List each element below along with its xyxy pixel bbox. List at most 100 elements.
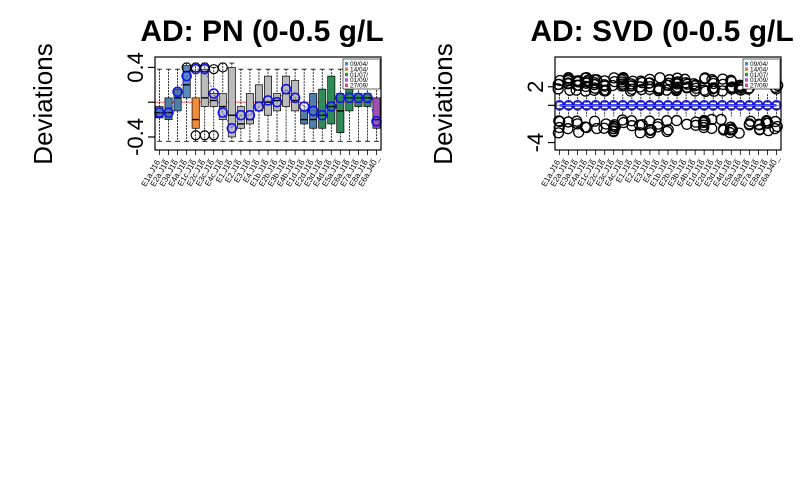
mean-trace [159,68,377,130]
box [318,88,327,129]
box [200,68,209,107]
outlier-point [607,125,620,137]
y-axis-label: Deviations [28,43,58,164]
outlier-point [635,75,647,87]
legend-swatch [345,62,348,66]
box [282,75,291,107]
panel-pn: AD: PN (0-0.5 g/L Deviations -0.40.4 E1a… [28,15,384,188]
outlier-point [670,114,683,127]
legend-entry: 01/07/ [350,72,368,79]
legend-swatch [345,67,348,71]
mean-point [289,92,301,104]
legend-swatch [745,67,748,71]
legend-swatch [745,72,748,77]
mean-point [316,109,328,121]
outlier-point [769,122,781,135]
legend-entry: 01/09/ [750,77,768,84]
outlier-point [715,113,727,126]
mean-point [271,96,283,108]
y-tick-label: -0.4 [123,118,148,156]
mean-point [298,101,310,112]
mean-point [325,101,337,112]
outlier-point [553,121,565,134]
legend-swatch [745,62,748,66]
outlier-point [670,84,683,96]
legend-swatch [345,78,348,82]
outlier-point [591,122,603,135]
box [327,75,336,125]
mean-point [208,88,220,99]
mean-point [307,105,319,117]
mean-point [280,83,292,95]
mean-point [362,92,373,104]
outlier-point [698,121,710,134]
panel-svd: AD: SVD (0-0.5 g/L Deviations -42 E1a.J1… [428,15,794,188]
legend-entry: 09/04/ [750,61,768,68]
outlier-point [762,124,774,137]
outlier-point [643,77,656,89]
mean-point [172,86,183,98]
outlier-point [769,115,782,128]
outlier-point [573,75,585,87]
y-axis-label: Deviations [428,43,458,164]
box [191,97,200,129]
outlier-point [688,78,700,90]
legend-entry: 01/07/ [750,72,768,79]
legend-entry: 09/04/ [350,61,368,68]
legend-entry: 01/09/ [350,77,368,84]
outlier-point [690,79,702,91]
box [372,97,381,129]
legend-entry: 27/09/ [750,83,768,90]
outlier-point [562,123,574,135]
outlier-point [661,125,673,138]
legend-entry: 14/04/ [350,66,368,73]
box [227,67,236,138]
outlier-point [599,85,611,97]
box [173,88,182,112]
outlier-point [552,83,564,95]
legend-swatch [345,83,348,88]
mean-point [226,122,238,134]
outlier-point [735,84,747,96]
mean-point [253,101,265,112]
outlier-point [589,115,601,127]
legend-entry: 14/04/ [750,66,768,73]
outlier-point [645,124,657,136]
outlier-point [771,120,783,133]
outlier-point [717,124,730,136]
y-tick-label: -4 [523,133,548,153]
outlier-point [599,80,611,92]
mean-point [163,107,174,118]
outlier-point [633,119,646,131]
outlier-point [208,130,219,141]
legend-entry: 27/09/ [350,83,368,90]
box [236,106,245,129]
legend-box [342,58,381,90]
legend-box [742,58,781,90]
outlier-point [679,73,691,85]
outlier-point [733,127,745,139]
outlier-point [616,74,628,86]
outlier-point [698,114,710,127]
outlier-point [662,124,674,136]
outlier-point [699,116,711,128]
box [309,93,318,129]
legend-swatch [745,83,748,88]
outlier-point [754,123,766,135]
outlier-point [651,121,664,133]
outlier-point [217,62,228,73]
chart-title: AD: PN (0-0.5 g/L [140,15,383,48]
outlier-point [706,122,718,135]
box [300,110,309,125]
outlier-point [690,116,702,128]
mean-point [244,109,256,121]
box [245,93,254,125]
legend-swatch [345,72,348,77]
mean-point [217,107,229,118]
y-tick-label: 2 [523,81,548,93]
y-tick-label: 0.4 [123,52,148,83]
box [336,93,345,133]
legend-swatch [745,78,748,82]
outlier-point [661,115,673,127]
